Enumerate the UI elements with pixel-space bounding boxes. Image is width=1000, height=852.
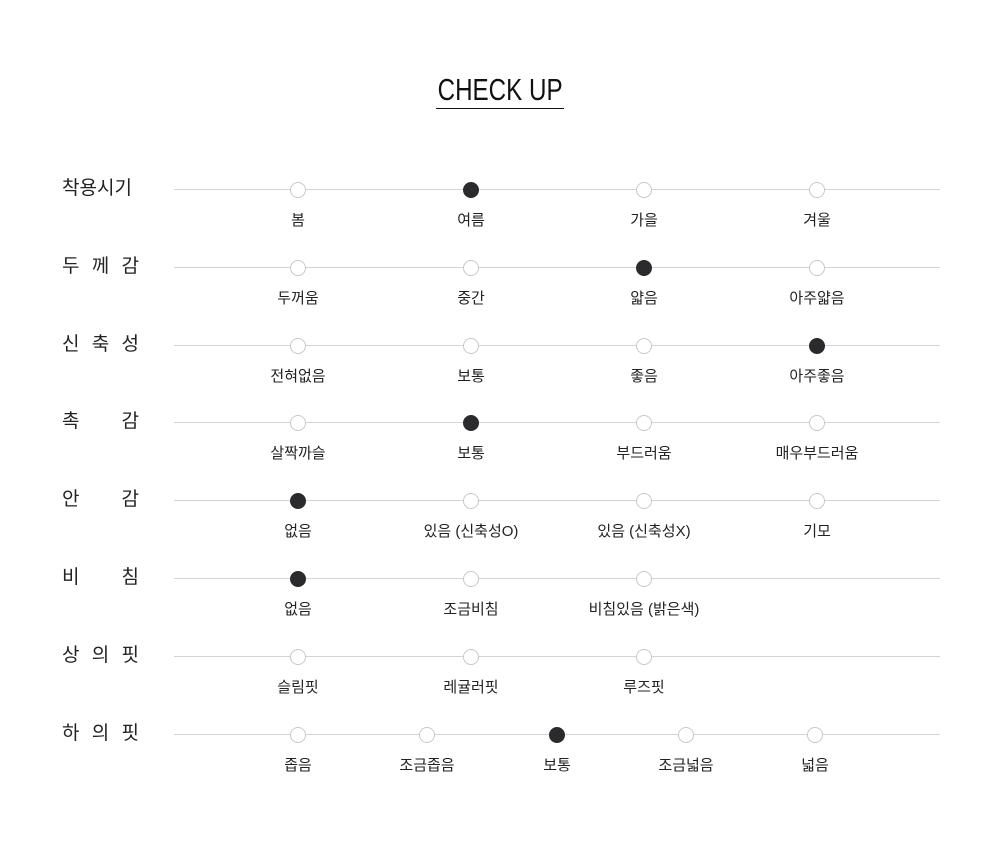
row-label: 비 침 <box>62 567 139 588</box>
radio-option[interactable] <box>636 493 652 510</box>
radio-option[interactable] <box>809 182 825 198</box>
option-label: 아주얇음 <box>789 289 845 307</box>
radio-option[interactable] <box>809 259 825 276</box>
option-label: 슬림핏 <box>277 678 319 696</box>
radio-option[interactable] <box>290 415 306 432</box>
row-label: 착용시기 <box>62 178 132 199</box>
option-label: 조금넓음 <box>658 756 714 774</box>
radio-option[interactable] <box>636 182 652 198</box>
option-label: 살짝까슬 <box>270 445 326 463</box>
option-label: 좁음 <box>284 756 312 774</box>
option-label: 겨울 <box>803 212 831 229</box>
row-label: 하 의 핏 <box>62 722 139 744</box>
radio-option[interactable] <box>419 726 435 743</box>
option-label: 중간 <box>457 289 485 307</box>
radio-selected[interactable] <box>290 493 306 510</box>
option-label: 없음 <box>284 601 312 618</box>
track-line <box>174 266 940 268</box>
radio-option[interactable] <box>463 571 479 587</box>
checkup-title: CHECK UP <box>0 72 1000 109</box>
radio-option[interactable] <box>290 337 306 354</box>
option-label: 조금좁음 <box>399 756 455 774</box>
option-label: 레귤러핏 <box>443 678 499 696</box>
option-label: 얇음 <box>630 289 658 307</box>
radio-selected[interactable] <box>549 726 565 743</box>
option-label: 매우부드러움 <box>775 445 859 463</box>
option-label: 여름 <box>457 212 485 229</box>
track-line <box>174 578 940 579</box>
option-label: 보통 <box>457 367 485 385</box>
track-line <box>174 189 940 190</box>
radio-option[interactable] <box>678 726 694 743</box>
radio-option[interactable] <box>463 648 479 665</box>
radio-option[interactable] <box>636 648 652 665</box>
track-line <box>174 500 940 502</box>
radio-selected[interactable] <box>809 337 825 354</box>
option-label: 좋음 <box>630 367 658 385</box>
option-label: 두꺼움 <box>277 289 319 307</box>
track-line <box>174 655 940 657</box>
page-title: CHECK UP <box>435 72 565 109</box>
option-label: 부드러움 <box>616 445 672 463</box>
row-label: 신 축 성 <box>62 333 139 355</box>
radio-selected[interactable] <box>636 259 652 276</box>
row-label: 두 께 감 <box>62 255 139 277</box>
radio-option[interactable] <box>807 726 823 743</box>
radio-option[interactable] <box>809 415 825 432</box>
option-label: 있음 (신축성X) <box>597 523 691 541</box>
radio-option[interactable] <box>290 259 306 276</box>
radio-option[interactable] <box>463 493 479 510</box>
option-label: 넓음 <box>801 756 829 774</box>
option-label: 루즈핏 <box>623 678 665 696</box>
radio-option[interactable] <box>636 337 652 354</box>
option-label: 없음 <box>284 523 312 541</box>
radio-selected[interactable] <box>290 571 306 587</box>
option-label: 아주좋음 <box>789 367 845 385</box>
option-label: 있음 (신축성O) <box>423 523 519 541</box>
option-label: 가을 <box>630 212 658 229</box>
radio-option[interactable] <box>636 415 652 432</box>
radio-option[interactable] <box>636 571 652 587</box>
radio-selected[interactable] <box>463 415 479 432</box>
option-label: 조금비침 <box>443 601 499 618</box>
option-label: 보통 <box>543 756 571 774</box>
radio-selected[interactable] <box>463 182 479 198</box>
radio-option[interactable] <box>290 648 306 665</box>
radio-option[interactable] <box>290 726 306 743</box>
option-label: 전혀없음 <box>270 367 326 385</box>
track-line <box>174 344 940 346</box>
row-label: 상 의 핏 <box>62 644 139 666</box>
track-line <box>174 422 940 424</box>
option-label: 보통 <box>457 445 485 463</box>
radio-option[interactable] <box>463 259 479 276</box>
radio-option[interactable] <box>463 337 479 354</box>
radio-option[interactable] <box>809 493 825 510</box>
row-label: 안 감 <box>62 489 139 511</box>
row-label: 촉 감 <box>62 411 139 433</box>
radio-option[interactable] <box>290 182 306 198</box>
option-label: 기모 <box>803 523 831 541</box>
option-label: 비침있음 (밝은색) <box>588 601 700 618</box>
option-label: 봄 <box>291 212 305 229</box>
